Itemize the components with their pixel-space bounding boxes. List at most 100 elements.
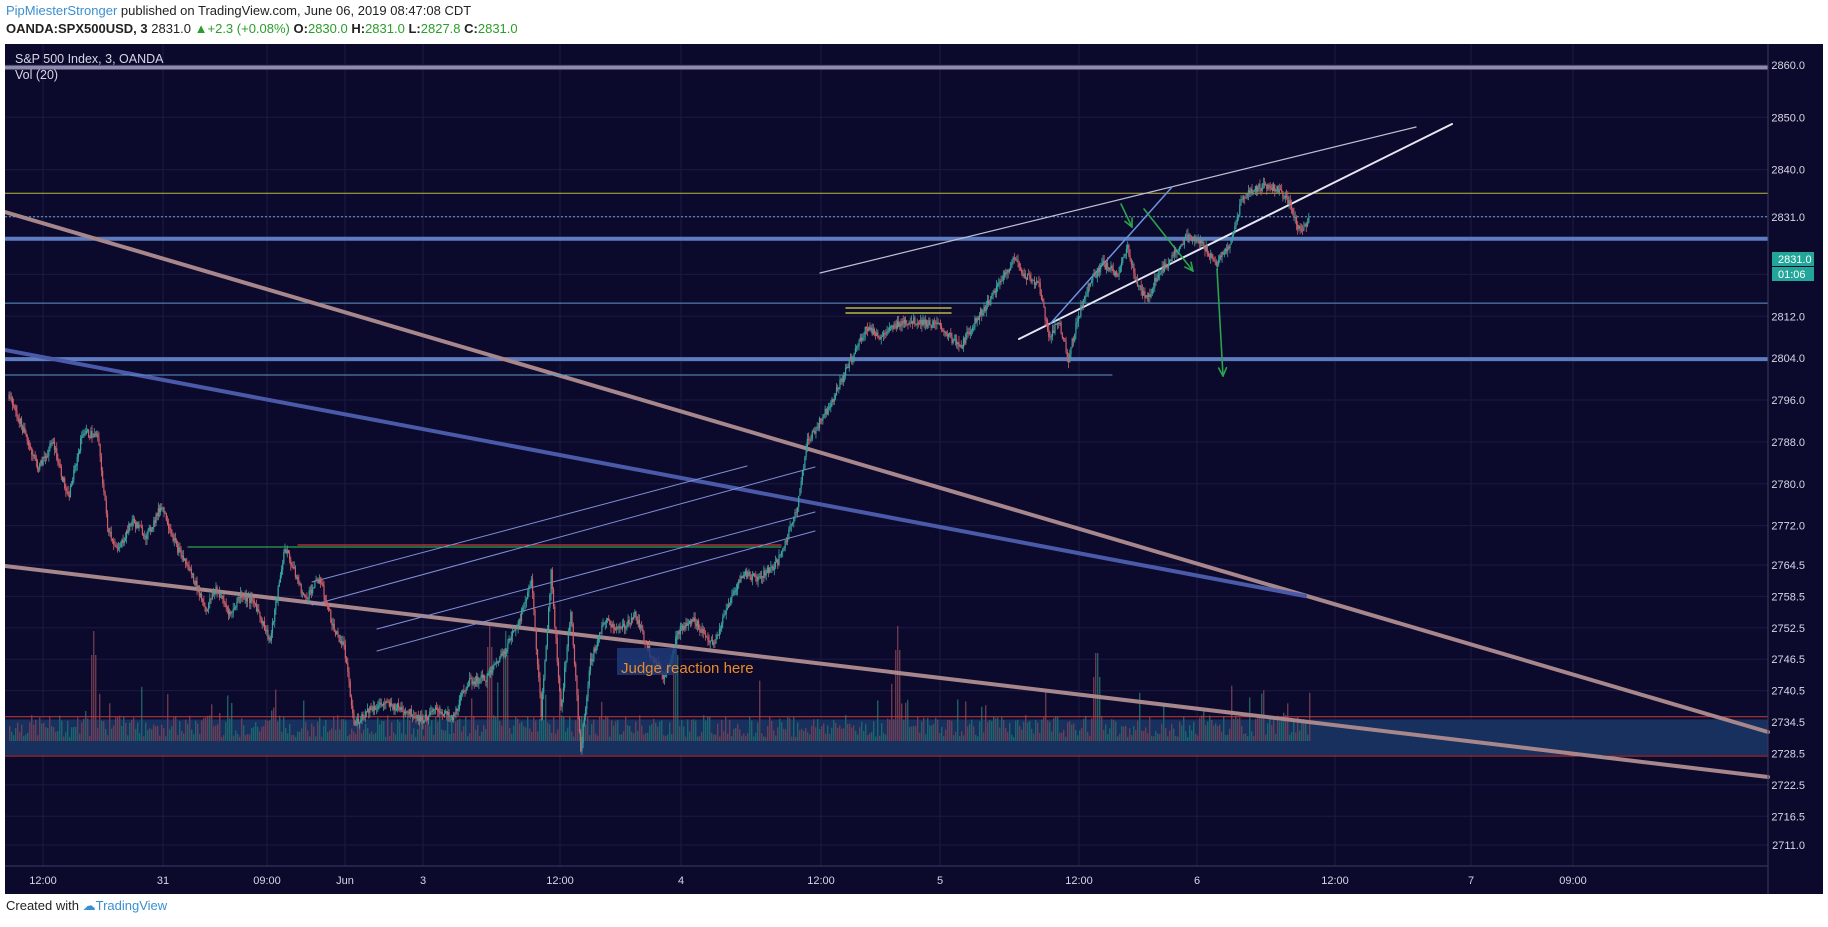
candle-body — [506, 649, 508, 652]
volume-bar — [921, 721, 923, 741]
candle-body — [1064, 338, 1066, 342]
volume-bar — [919, 732, 921, 741]
candle-body — [1143, 291, 1145, 296]
volume-bar — [287, 733, 289, 741]
candle-body — [1129, 255, 1131, 261]
volume-bar — [1151, 735, 1153, 741]
volume-bar — [845, 715, 847, 741]
volume-bar — [615, 721, 617, 741]
volume-bar — [1025, 715, 1027, 741]
candle-body — [978, 315, 981, 320]
candle-body — [959, 344, 961, 347]
volume-bar — [931, 725, 933, 741]
volume-bar — [1287, 703, 1289, 741]
volume-bar — [1265, 734, 1267, 741]
candle-body — [275, 601, 277, 610]
candle-body — [265, 630, 267, 632]
candle-body — [734, 590, 736, 592]
candle-body — [298, 580, 300, 584]
volume-bar — [1255, 718, 1257, 741]
volume-bar — [549, 724, 551, 741]
candle-body — [519, 619, 521, 621]
candle-body — [308, 590, 310, 598]
candle-body — [517, 625, 519, 628]
candle-body — [647, 645, 650, 650]
candle-body — [571, 612, 573, 625]
candle-body — [864, 326, 866, 335]
volume-bar — [495, 716, 497, 741]
volume-bar — [455, 721, 457, 741]
volume-bar — [823, 723, 825, 741]
candle-body — [1100, 265, 1102, 270]
candle-body — [1241, 199, 1243, 201]
candle-body — [758, 576, 760, 578]
candle-body — [533, 593, 535, 611]
candle-body — [51, 443, 53, 444]
candle-body — [438, 711, 440, 713]
candle-body — [478, 682, 480, 684]
volume-bar — [573, 736, 575, 741]
volume-bar — [485, 728, 487, 741]
tradingview-brand[interactable]: TradingView — [95, 898, 168, 913]
volume-bar — [223, 735, 225, 741]
candle-body — [252, 600, 254, 602]
candle-body — [113, 541, 115, 545]
volume-legend: Vol (20) — [15, 68, 58, 82]
candle-body — [162, 507, 164, 509]
volume-bar — [399, 722, 401, 741]
volume-bar — [85, 711, 87, 741]
candle-body — [637, 619, 639, 624]
volume-bar — [629, 725, 631, 741]
candle-body — [1303, 226, 1305, 231]
volume-bar — [995, 718, 997, 741]
candle-body — [967, 331, 969, 333]
volume-bar — [1099, 677, 1101, 741]
candle-body — [1093, 273, 1095, 276]
candle-body — [1151, 288, 1153, 294]
volume-bar — [925, 734, 927, 741]
volume-bar — [327, 731, 329, 741]
candle-body — [738, 580, 740, 585]
candle-body — [360, 720, 362, 723]
volume-bar — [145, 722, 147, 741]
author-link[interactable]: PipMiesterStronger — [6, 3, 118, 18]
candle-body — [1018, 263, 1020, 268]
volume-bar — [767, 726, 769, 741]
candle-body — [1049, 336, 1051, 338]
candle-body — [833, 398, 835, 402]
candle-body — [628, 619, 630, 624]
candle-body — [1175, 249, 1177, 253]
candle-body — [348, 671, 350, 682]
candle-body — [185, 558, 187, 565]
volume-bar — [923, 717, 925, 741]
candle-body — [710, 639, 712, 641]
volume-bar — [543, 720, 545, 741]
price-chart[interactable]: S&P 500 Index, 3, OANDA Vol (20) Judge r… — [5, 44, 1823, 894]
candle-body — [794, 512, 796, 518]
volume-bar — [515, 716, 517, 741]
candle-body — [600, 633, 602, 634]
candle-body — [227, 609, 230, 615]
open-label: O: — [293, 21, 308, 36]
volume-bar — [913, 726, 915, 741]
candle-body — [929, 320, 931, 326]
candle-body — [1125, 248, 1128, 255]
candle-body — [1148, 294, 1150, 298]
volume-bar — [625, 716, 627, 741]
volume-bar — [949, 719, 951, 741]
candle-body — [522, 607, 524, 611]
candle-body — [1110, 265, 1112, 268]
volume-bar — [715, 734, 717, 741]
candle-body — [289, 553, 291, 560]
candle-body — [196, 580, 198, 591]
volume-bar — [813, 719, 815, 741]
candle-body — [223, 599, 225, 603]
candle-body — [776, 559, 778, 562]
candle-body — [515, 628, 517, 631]
trendlines[interactable] — [5, 123, 1770, 779]
volume-bar — [447, 720, 449, 741]
volume-bar — [405, 734, 407, 741]
candle-body — [990, 296, 992, 305]
volume-bar — [851, 727, 853, 741]
candle-body — [313, 587, 315, 589]
